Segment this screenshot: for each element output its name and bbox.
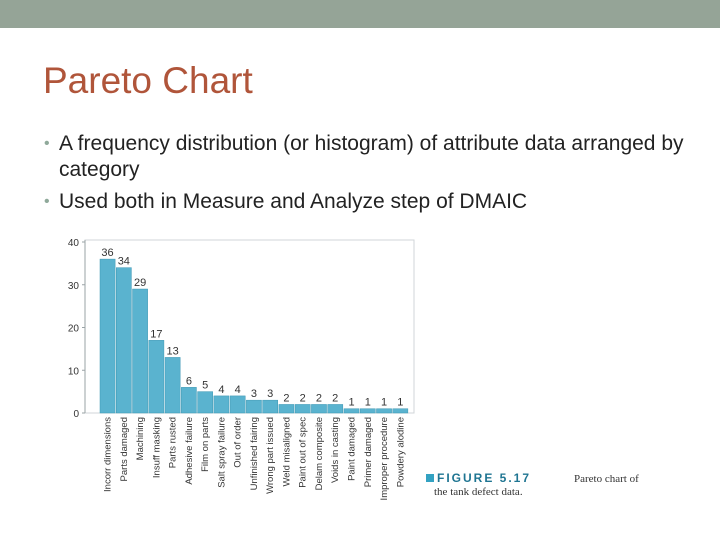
- bullet-text: Used both in Measure and Analyze step of…: [59, 190, 528, 213]
- data-label: 1: [348, 397, 354, 409]
- bullet-dot-icon: •: [44, 135, 50, 152]
- category-label: Improper procedure: [379, 417, 390, 500]
- y-tick-label: 40: [68, 238, 80, 249]
- category-label: Weld misaligned: [281, 417, 292, 487]
- pareto-chart: 0 10 20 30 40 36 Incorr dimensions 34 Parts dama…: [58, 232, 438, 502]
- category-label: Unfinished fairing: [249, 417, 260, 490]
- category-label: Paint out of spec: [298, 417, 309, 488]
- bar: [132, 288, 148, 414]
- bullet-text: A frequency distribution (or histogram) …: [59, 132, 684, 181]
- bar: [181, 387, 197, 414]
- data-label: 3: [251, 388, 257, 400]
- data-label: 1: [381, 397, 387, 409]
- category-label: Paint damaged: [347, 417, 358, 481]
- bar: [99, 258, 116, 414]
- data-label: 4: [235, 384, 241, 396]
- data-label: 2: [332, 392, 338, 404]
- figure-caption-line1: Pareto chart of: [574, 473, 639, 485]
- data-label: 2: [316, 392, 322, 404]
- data-label: 4: [218, 384, 224, 396]
- data-label: 17: [150, 328, 162, 340]
- y-tick-label: 0: [73, 409, 79, 420]
- bar: [327, 404, 344, 414]
- bar: [246, 399, 262, 414]
- bar: [197, 391, 213, 414]
- category-label: Insuff masking: [151, 417, 162, 478]
- data-label: 13: [166, 345, 178, 357]
- category-label: Voids in casting: [330, 417, 341, 483]
- data-label: 2: [283, 392, 289, 404]
- category-label: Delam composite: [314, 417, 325, 490]
- bar: [262, 399, 279, 414]
- bar: [359, 408, 376, 414]
- category-label: Incorr dimensions: [103, 417, 114, 492]
- category-label: Out of order: [233, 417, 244, 468]
- bar: [148, 340, 165, 414]
- category-label: Salt spray failure: [216, 417, 227, 488]
- top-accent-bar: [0, 0, 720, 28]
- bar: [311, 404, 327, 414]
- data-label: 1: [365, 397, 371, 409]
- category-label: Powdery alodine: [395, 417, 406, 487]
- data-label: 5: [202, 380, 208, 392]
- data-label: 6: [186, 375, 192, 387]
- data-label: 29: [134, 277, 146, 289]
- bullet-item: • Used both in Measure and Analyze step …: [44, 189, 684, 215]
- bar: [376, 408, 392, 414]
- y-tick-label: 20: [68, 324, 80, 335]
- figure-label: FIGURE 5.17: [437, 471, 532, 485]
- category-label: Machining: [135, 417, 146, 460]
- figure-caption: FIGURE 5.17 Pareto chart of the tank def…: [426, 471, 666, 501]
- data-label: 2: [300, 392, 306, 404]
- bullet-list: • A frequency distribution (or histogram…: [44, 131, 684, 221]
- category-label: Primer damaged: [363, 417, 374, 487]
- slide-title: Pareto Chart: [43, 60, 253, 101]
- y-tick-label: 10: [68, 366, 80, 377]
- bar: [392, 408, 409, 414]
- figure-caption-line2: the tank defect data.: [434, 486, 523, 498]
- category-label: Parts damaged: [119, 417, 130, 481]
- data-label: 1: [397, 397, 403, 409]
- bullet-item: • A frequency distribution (or histogram…: [44, 131, 684, 183]
- bullet-dot-icon: •: [44, 193, 50, 210]
- data-label: 36: [101, 247, 113, 259]
- data-label: 34: [118, 256, 130, 268]
- category-label: Adhesive failure: [184, 417, 195, 485]
- category-label: Parts rusted: [168, 417, 179, 468]
- category-label: Wrong part issued: [265, 417, 276, 494]
- bar: [213, 395, 230, 414]
- bar: [164, 357, 181, 414]
- bar: [229, 395, 246, 414]
- y-tick-label: 30: [68, 281, 80, 292]
- bar: [116, 267, 132, 414]
- category-label: Film on parts: [200, 417, 211, 472]
- figure-square-icon: [426, 474, 434, 482]
- data-label: 3: [267, 388, 273, 400]
- bar: [343, 408, 360, 414]
- bar: [278, 404, 295, 414]
- bar: [294, 404, 311, 414]
